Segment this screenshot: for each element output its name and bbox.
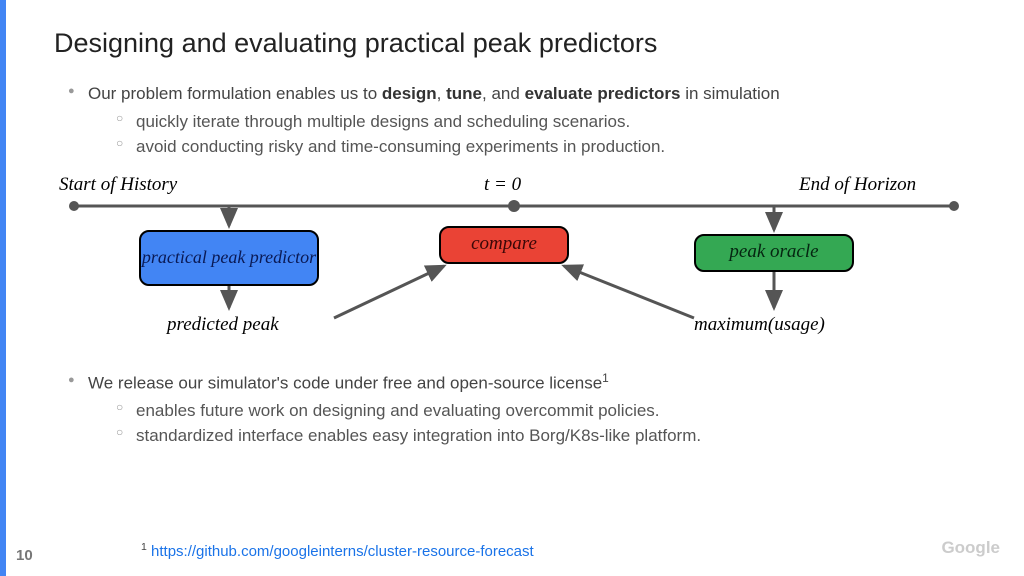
label-end: End of Horizon: [799, 174, 916, 196]
bold-text: design: [382, 84, 437, 103]
bullet-list-1: Our problem formulation enables us to de…: [54, 81, 976, 160]
text: , and: [482, 84, 525, 103]
text: ,: [437, 84, 446, 103]
label-predicted: predicted peak: [167, 314, 279, 336]
arrow-maxusage-to-compare: [564, 266, 694, 318]
text: in simulation: [680, 84, 779, 103]
label-mid: t = 0: [484, 174, 521, 196]
slide: Designing and evaluating practical peak …: [0, 0, 1024, 576]
bullet-1a: quickly iterate through multiple designs…: [116, 109, 976, 135]
footnote: 1 https://github.com/googleinterns/clust…: [141, 541, 534, 560]
bullet-2: We release our simulator's code under fr…: [68, 370, 976, 449]
bullet-list-2: We release our simulator's code under fr…: [54, 370, 976, 449]
page-number: 10: [16, 547, 33, 564]
timeline-mid-dot: [508, 200, 520, 212]
bullet-1b: avoid conducting risky and time-consumin…: [116, 134, 976, 160]
compare-box: compare: [439, 226, 569, 264]
bullet-1: Our problem formulation enables us to de…: [68, 81, 976, 160]
footnote-link[interactable]: https://github.com/googleinterns/cluster…: [147, 543, 534, 560]
page-title: Designing and evaluating practical peak …: [54, 28, 976, 59]
text: Our problem formulation enables us to: [88, 84, 382, 103]
label-start: Start of History: [59, 174, 177, 196]
timeline-start-dot: [69, 201, 79, 211]
sub-bullets-1: quickly iterate through multiple designs…: [88, 109, 976, 160]
bullet-2a: enables future work on designing and eva…: [116, 398, 976, 424]
bullet-2b: standardized interface enables easy inte…: [116, 423, 976, 449]
flowchart-diagram: Start of History t = 0 End of Horizon pr…: [54, 168, 976, 358]
text: We release our simulator's code under fr…: [88, 373, 602, 392]
predictor-box: practical peak predictor: [139, 230, 319, 286]
label-maxusage: maximum(usage): [694, 314, 825, 336]
sub-bullets-2: enables future work on designing and eva…: [88, 398, 976, 449]
timeline-end-dot: [949, 201, 959, 211]
google-logo: Google: [941, 538, 1000, 558]
bold-text: evaluate predictors: [525, 84, 681, 103]
bold-text: tune: [446, 84, 482, 103]
sup-ref: 1: [602, 371, 609, 385]
arrow-predicted-to-compare: [334, 266, 444, 318]
oracle-box: peak oracle: [694, 234, 854, 272]
